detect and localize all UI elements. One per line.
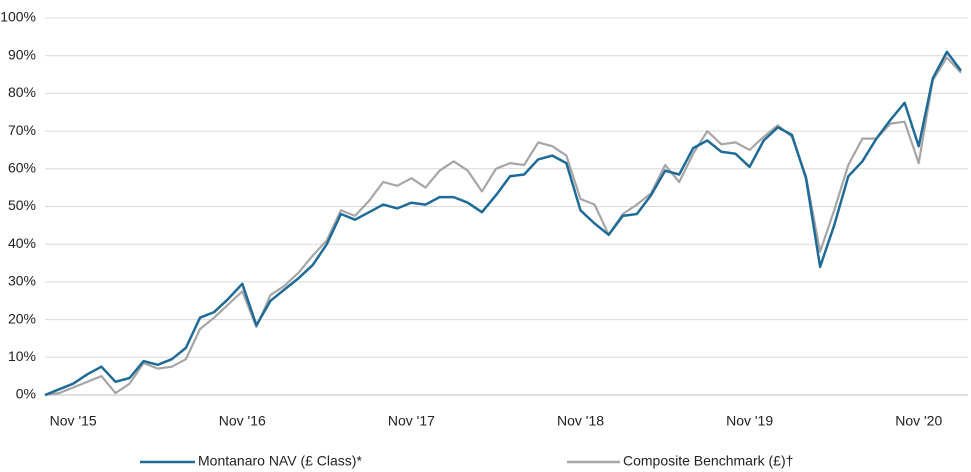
y-tick-label: 30% [8, 273, 36, 289]
y-tick-label: 70% [8, 122, 36, 138]
y-tick-label: 40% [8, 235, 36, 251]
y-tick-label: 10% [8, 348, 36, 364]
x-tick-label: Nov '16 [219, 413, 266, 429]
x-tick-label: Nov '17 [388, 413, 435, 429]
y-tick-label: 90% [8, 46, 36, 62]
y-tick-label: 20% [8, 310, 36, 326]
x-tick-label: Nov '18 [557, 413, 604, 429]
x-tick-label: Nov '19 [726, 413, 773, 429]
legend-label: Composite Benchmark (£)† [623, 453, 793, 469]
series-line [44, 56, 962, 397]
x-tick-label: Nov '20 [895, 413, 942, 429]
legend-label: Montanaro NAV (£ Class)* [198, 453, 362, 469]
series-line [44, 50, 963, 397]
y-tick-label: 0% [16, 386, 36, 402]
x-tick-label: Nov '15 [50, 413, 97, 429]
y-tick-label: 60% [8, 160, 36, 176]
y-tick-label: 100% [0, 9, 36, 25]
y-tick-label: 80% [8, 84, 36, 100]
y-tick-label: 50% [8, 197, 36, 213]
